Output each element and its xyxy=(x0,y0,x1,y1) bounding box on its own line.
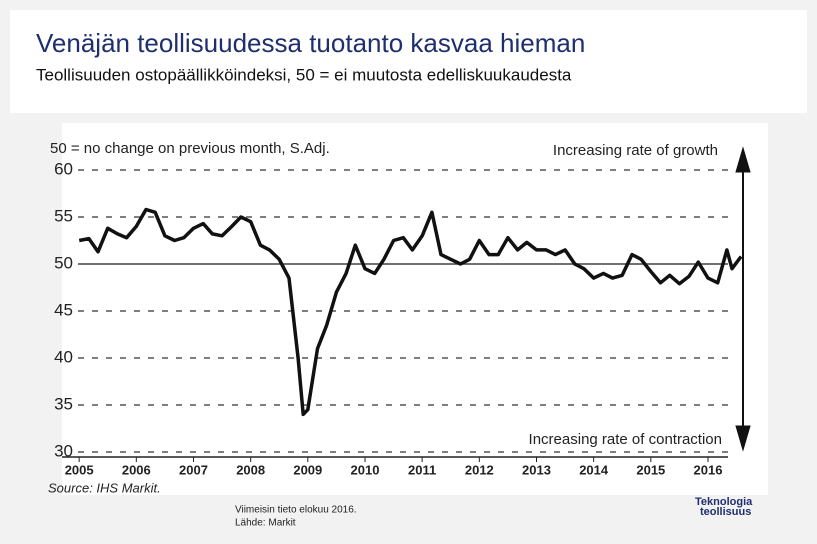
y-tick-label: 60 xyxy=(54,159,73,178)
title: Venäjän teollisuudessa tuotanto kasvaa h… xyxy=(36,28,585,58)
source: Source: IHS Markit. xyxy=(48,480,161,495)
y-tick-label: 40 xyxy=(54,347,73,366)
x-tick-label: 2008 xyxy=(236,462,265,477)
x-tick-label: 2005 xyxy=(65,462,94,477)
x-tick-label: 2013 xyxy=(522,462,551,477)
chart-box xyxy=(62,123,768,495)
x-tick-label: 2015 xyxy=(636,462,665,477)
x-tick-label: 2010 xyxy=(351,462,380,477)
y-tick-label: 35 xyxy=(54,394,73,413)
x-tick-label: 2006 xyxy=(122,462,151,477)
x-tick-label: 2016 xyxy=(694,462,723,477)
y-tick-label: 55 xyxy=(54,206,73,225)
subtitle: Teollisuuden ostopäällikköindeksi, 50 = … xyxy=(36,65,572,84)
footer-note: Lähde: Markit xyxy=(235,518,296,529)
arrow xyxy=(735,146,751,452)
x-tick-label: 2014 xyxy=(579,462,609,477)
x-tick-label: 2011 xyxy=(408,462,436,477)
y-tick-label: 30 xyxy=(54,441,73,460)
data-line xyxy=(78,207,743,417)
annotation: Increasing rate of growth xyxy=(553,142,718,159)
x-tick-label: 2012 xyxy=(465,462,494,477)
y-tick-label: 50 xyxy=(54,253,73,272)
header-box xyxy=(10,10,807,113)
footer-note: Viimeisin tieto elokuu 2016. xyxy=(235,505,357,516)
annotation: Increasing rate of contraction xyxy=(529,431,722,448)
x-tick-label: 2009 xyxy=(293,462,322,477)
logo: teollisuus xyxy=(700,506,751,518)
x-tick-label: 2007 xyxy=(179,462,208,477)
annotation: 50 = no change on previous month, S.Adj. xyxy=(50,140,330,157)
y-tick-label: 45 xyxy=(54,300,73,319)
logo: Teknologia xyxy=(695,496,753,508)
